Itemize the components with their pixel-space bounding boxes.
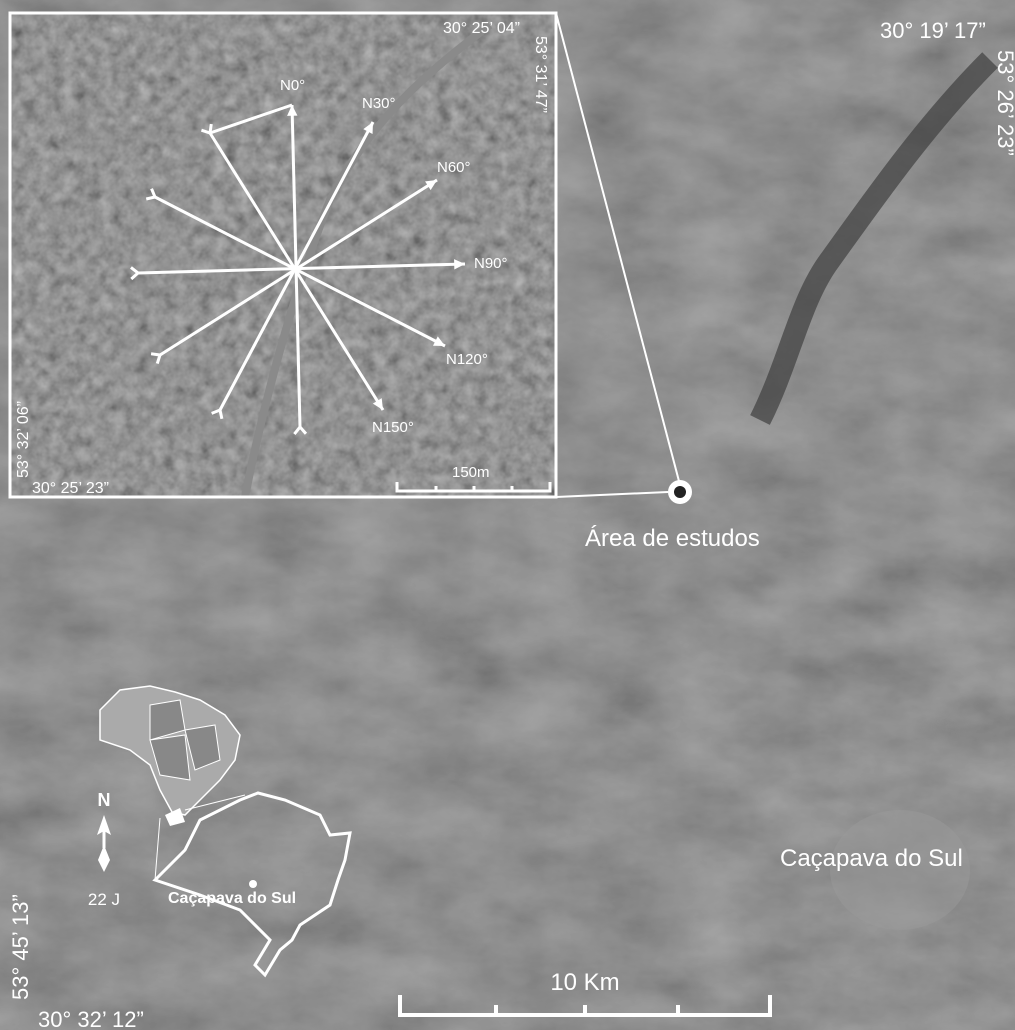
coordinate-label: 30° 19’ 17”: [880, 18, 986, 43]
scale-label: 10 Km: [550, 969, 619, 996]
coordinate-label: 53° 32’ 06”: [15, 401, 32, 478]
zone-label: 22 J: [88, 890, 120, 909]
inset-scale-label: 150m: [452, 464, 490, 481]
coordinate-label: 30° 25’ 23”: [32, 480, 109, 497]
direction-label: N60°: [437, 159, 471, 176]
coordinate-label: 53° 45’ 13”: [8, 894, 33, 1000]
study-area-marker: [674, 486, 686, 498]
coordinate-label: 30° 32’ 12”: [38, 1007, 144, 1030]
direction-label: N30°: [362, 95, 396, 112]
direction-label: N120°: [446, 351, 488, 368]
coordinate-label: 30° 25’ 04”: [443, 20, 520, 37]
north-label: N: [98, 790, 111, 810]
city-dot: [249, 880, 257, 888]
coordinate-label: 53° 31’ 47”: [532, 36, 549, 113]
direction-label: N150°: [372, 419, 414, 436]
direction-label: N90°: [474, 255, 508, 272]
map-figure: 30° 19’ 17” 53° 26’ 23” Área de estudos …: [0, 0, 1015, 1030]
study-area-label: Área de estudos: [585, 525, 760, 552]
city-label: Caçapava do Sul: [780, 845, 963, 872]
direction-label: N0°: [280, 77, 305, 94]
coordinate-label: 53° 26’ 23”: [993, 50, 1015, 156]
locator-city-label: Caçapava do Sul: [168, 890, 296, 907]
